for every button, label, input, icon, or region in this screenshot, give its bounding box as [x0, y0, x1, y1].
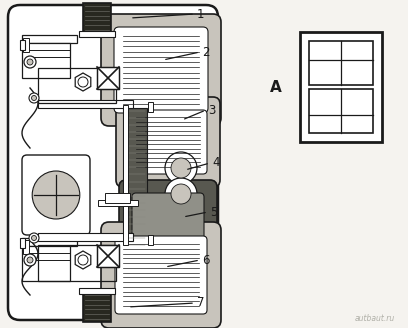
Bar — [20, 40, 25, 50]
Bar — [97, 67, 119, 89]
Bar — [97, 245, 119, 267]
Bar — [38, 68, 116, 103]
Bar — [23, 240, 29, 254]
Ellipse shape — [32, 171, 80, 219]
Circle shape — [24, 254, 36, 266]
Polygon shape — [75, 73, 91, 91]
Bar — [22, 35, 77, 43]
Circle shape — [165, 152, 197, 184]
Circle shape — [27, 257, 33, 263]
Bar — [148, 235, 153, 245]
Text: 6: 6 — [202, 254, 209, 266]
Text: 1: 1 — [197, 8, 204, 20]
Circle shape — [171, 158, 191, 178]
Bar — [38, 245, 116, 281]
Text: autbaut.ru: autbaut.ru — [355, 314, 395, 323]
FancyBboxPatch shape — [101, 14, 221, 126]
Bar — [22, 238, 77, 246]
Circle shape — [78, 255, 88, 265]
Text: A: A — [270, 79, 282, 94]
Bar — [309, 41, 373, 85]
Bar — [22, 246, 70, 281]
FancyBboxPatch shape — [8, 5, 218, 320]
FancyBboxPatch shape — [129, 110, 207, 174]
Circle shape — [29, 93, 39, 103]
FancyBboxPatch shape — [132, 193, 204, 251]
Bar — [300, 32, 382, 142]
Text: 2: 2 — [202, 46, 209, 58]
FancyBboxPatch shape — [119, 180, 217, 264]
Bar — [20, 238, 25, 248]
Circle shape — [29, 233, 39, 243]
Bar — [79, 31, 115, 37]
Bar — [38, 233, 133, 241]
Polygon shape — [75, 251, 91, 269]
Circle shape — [165, 178, 197, 210]
Circle shape — [24, 56, 36, 68]
Circle shape — [78, 77, 88, 87]
FancyBboxPatch shape — [115, 236, 207, 314]
Bar — [98, 200, 138, 206]
Circle shape — [31, 236, 36, 240]
FancyBboxPatch shape — [116, 97, 220, 187]
Bar — [83, 3, 111, 33]
Bar — [105, 193, 130, 203]
Bar — [123, 105, 128, 245]
Bar — [83, 292, 111, 322]
Text: 5: 5 — [210, 206, 217, 218]
Bar — [23, 38, 29, 52]
Bar — [38, 100, 133, 108]
Bar — [148, 102, 153, 112]
FancyBboxPatch shape — [101, 222, 221, 328]
Circle shape — [171, 184, 191, 204]
FancyBboxPatch shape — [114, 27, 208, 113]
Bar — [123, 108, 147, 248]
Bar — [79, 288, 115, 294]
Circle shape — [31, 95, 36, 100]
Bar — [97, 245, 119, 267]
Circle shape — [27, 59, 33, 65]
Bar — [22, 43, 70, 78]
Text: 7: 7 — [197, 297, 204, 310]
Bar — [309, 89, 373, 133]
FancyBboxPatch shape — [22, 155, 90, 235]
Text: 3: 3 — [208, 104, 215, 116]
Text: 4: 4 — [212, 156, 220, 170]
Bar — [97, 67, 119, 89]
